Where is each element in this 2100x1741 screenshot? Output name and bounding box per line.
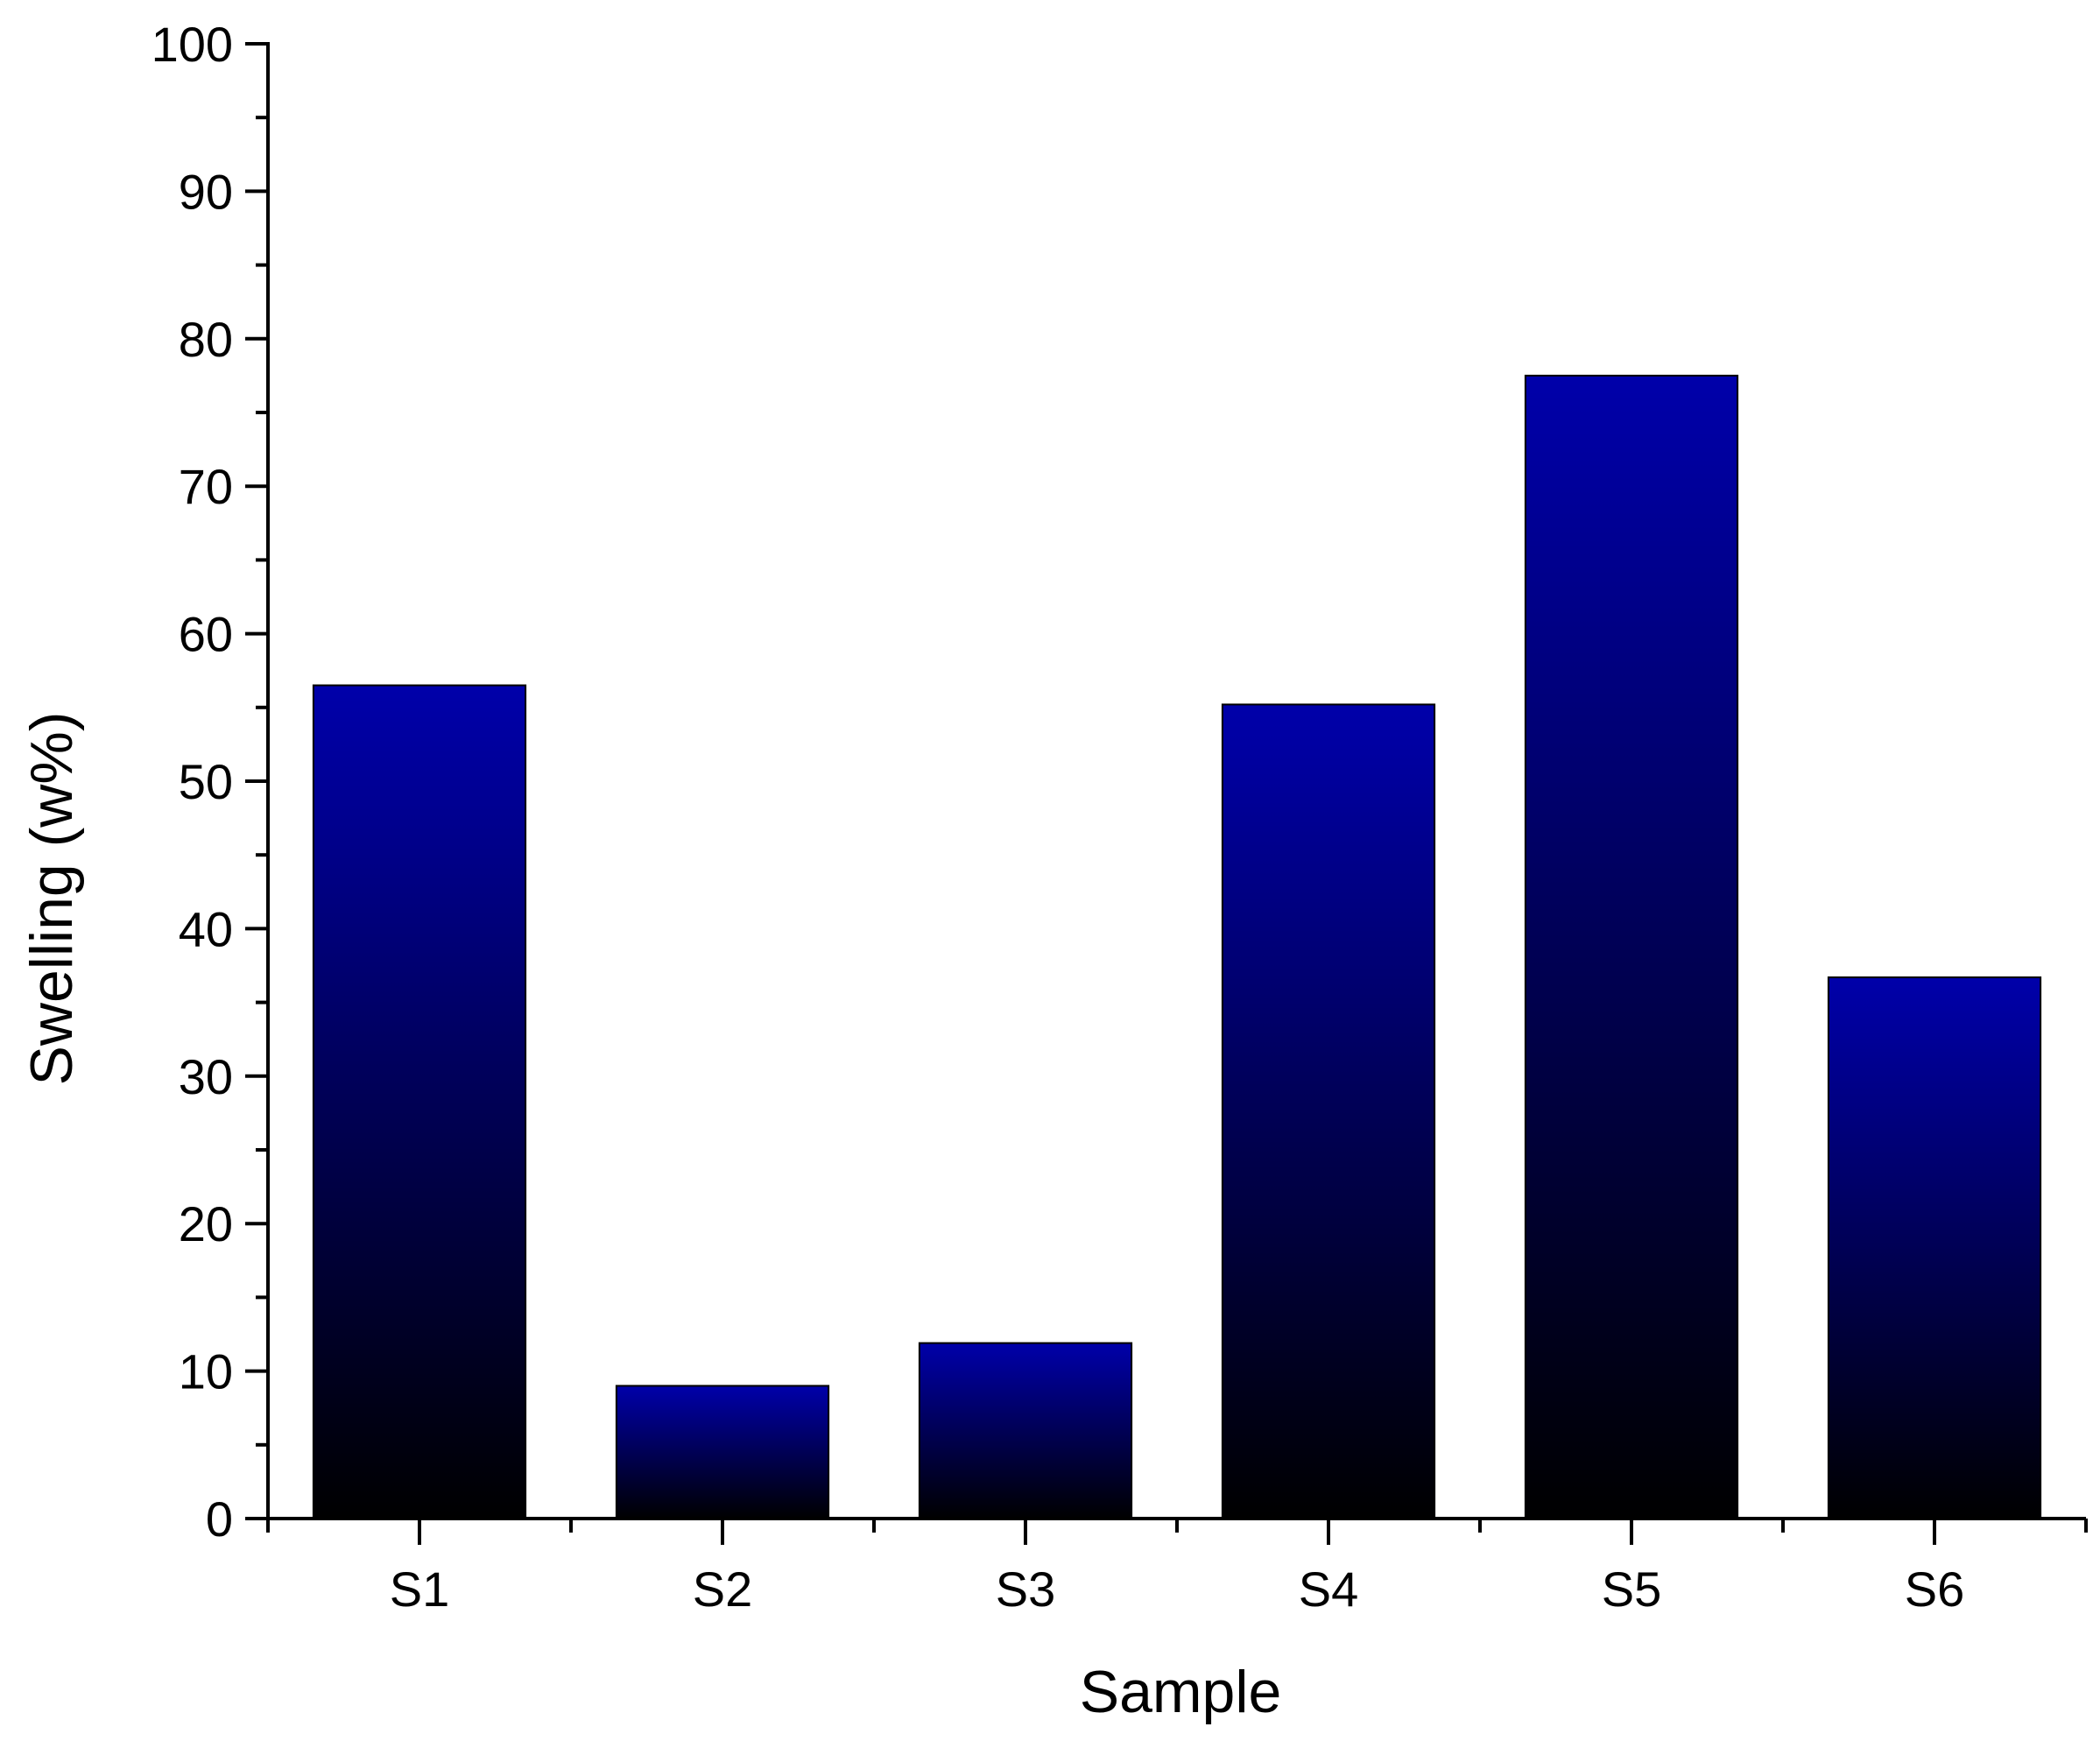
x-tick-label-s3: S3 [996,1561,1056,1617]
x-tick-label-s1: S1 [390,1561,450,1617]
axes-group [245,42,2088,1545]
y-tick-label: 30 [179,1049,233,1104]
bar-s1 [312,684,527,1519]
x-tick-label-s5: S5 [1602,1561,1662,1617]
bars-group [312,374,2042,1520]
bar-s5 [1524,374,1739,1519]
x-tick-label-s6: S6 [1905,1561,1965,1617]
y-tick-label: 20 [179,1196,233,1251]
labels-group: 0 10 20 30 40 50 60 70 80 90 100 S1 S2 S3 S4 S5 S6 [152,17,1965,1617]
y-tick-label: 70 [179,459,233,514]
y-tick-label: 10 [179,1344,233,1399]
bar-s3 [918,1342,1133,1519]
bar-s6 [1827,976,2042,1520]
y-tick-label: 80 [179,312,233,367]
y-tick-label: 100 [152,17,233,72]
y-tick-label: 40 [179,901,233,956]
y-axis-title: Swelling (w%) [18,712,85,1086]
y-tick-label: 50 [179,754,233,809]
y-tick-label: 90 [179,164,233,219]
x-tick-label-s4: S4 [1299,1561,1359,1617]
bar-s2 [615,1385,830,1519]
x-tick-label-s2: S2 [693,1561,753,1617]
y-tick-label: 0 [206,1491,233,1547]
y-tick-label: 60 [179,607,233,662]
bar-s4 [1221,703,1436,1519]
x-axis-title: Sample [1080,1659,1282,1725]
